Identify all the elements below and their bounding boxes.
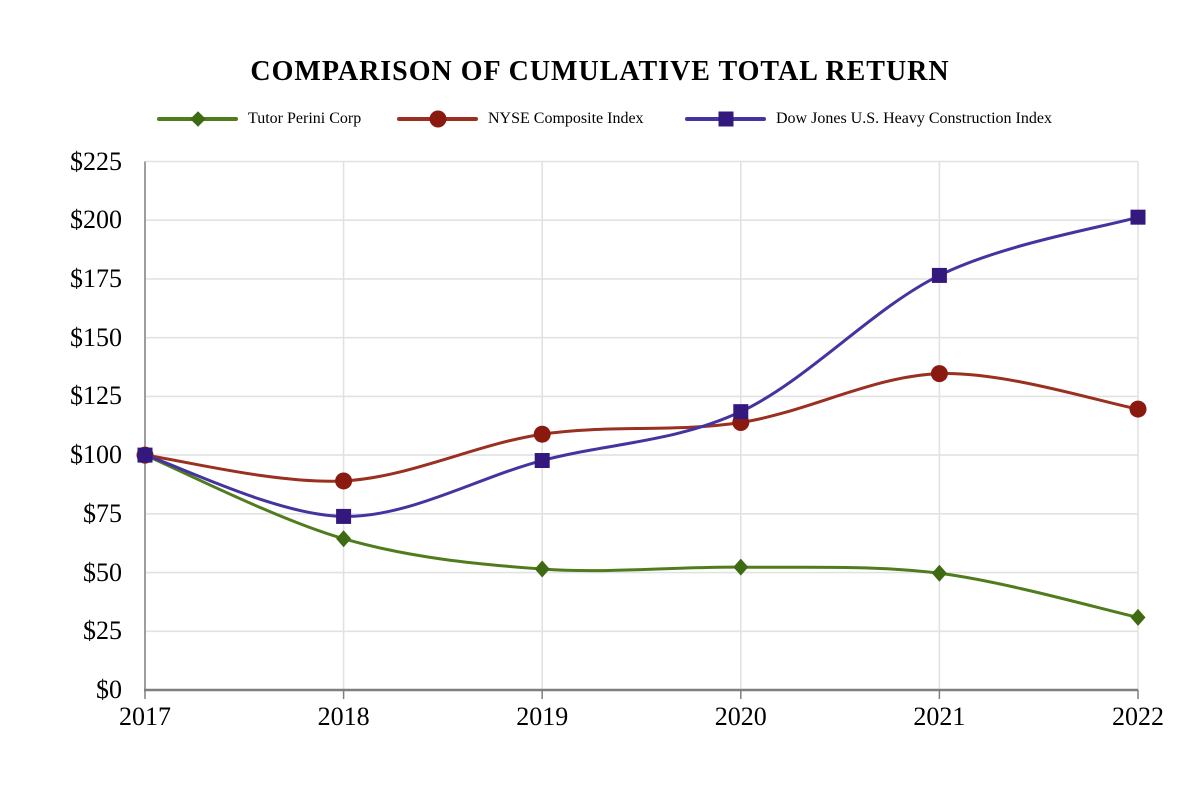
legend-label: Dow Jones U.S. Heavy Construction Index — [776, 110, 1052, 127]
y-axis-label: $100 — [70, 440, 122, 470]
x-axis-label: 2017 — [119, 702, 171, 731]
chart-title: COMPARISON OF CUMULATIVE TOTAL RETURN — [250, 56, 950, 87]
diamond-marker-icon — [1130, 608, 1146, 626]
x-axis-label: 2020 — [714, 702, 767, 731]
x-axis-label: 2022 — [1112, 702, 1164, 731]
series-circle — [136, 365, 1147, 490]
y-axis-label: $225 — [70, 146, 122, 176]
series-line — [144, 453, 1139, 619]
series-square — [137, 209, 1146, 524]
axes — [144, 161, 1139, 699]
x-axis-label: 2018 — [317, 702, 370, 731]
square-marker-icon — [1130, 209, 1146, 225]
legend-label: Tutor Perini Corp — [248, 110, 362, 127]
diamond-marker-icon — [931, 564, 947, 582]
y-axis-label: $175 — [70, 263, 122, 293]
circle-marker-icon — [533, 425, 551, 443]
legend-line — [397, 110, 478, 128]
y-axis-label: $0 — [96, 675, 122, 704]
legend-line — [157, 111, 238, 127]
x-axis-label: 2019 — [516, 702, 569, 731]
square-marker-icon — [534, 453, 550, 469]
series-diamond — [137, 446, 1146, 626]
y-axis-label: $200 — [70, 205, 122, 235]
square-marker-icon — [336, 508, 352, 524]
circle-marker-icon — [930, 365, 948, 383]
circle-marker-icon — [335, 472, 353, 490]
y-axis-label: $150 — [70, 322, 122, 352]
x-axis-label: 2021 — [913, 702, 966, 731]
legend-item: Tutor Perini Corp — [157, 106, 361, 132]
legend-square-icon — [718, 111, 733, 127]
square-marker-icon — [733, 404, 749, 420]
diamond-marker-icon — [336, 530, 352, 548]
square-marker-icon — [931, 267, 947, 283]
gridlines — [145, 160, 1139, 690]
circle-marker-icon — [1129, 400, 1147, 418]
series-line — [144, 372, 1139, 483]
legend-line — [685, 111, 766, 127]
legend-item: NYSE Composite Index — [397, 106, 644, 132]
legend-label: NYSE Composite Index — [488, 110, 644, 127]
y-axis-label: $125 — [70, 381, 122, 411]
legend-item: Dow Jones U.S. Heavy Construction Index — [685, 106, 1052, 132]
series-line — [144, 215, 1139, 518]
y-axis-label: $75 — [83, 498, 122, 528]
y-axis-label: $25 — [83, 616, 122, 646]
diamond-marker-icon — [534, 560, 550, 578]
square-marker-icon — [137, 447, 153, 463]
diamond-marker-icon — [733, 558, 749, 576]
legend-circle-icon — [429, 110, 446, 128]
y-axis-label: $50 — [83, 557, 122, 587]
